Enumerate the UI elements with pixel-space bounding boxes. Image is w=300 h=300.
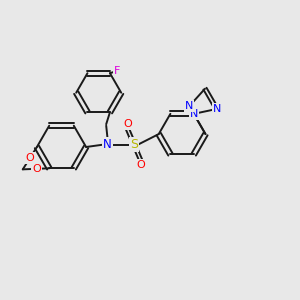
Text: O: O xyxy=(26,153,34,163)
Text: N: N xyxy=(212,104,221,114)
Text: O: O xyxy=(136,160,145,170)
Text: O: O xyxy=(32,164,41,174)
Text: N: N xyxy=(103,138,112,151)
Text: S: S xyxy=(130,138,138,151)
Text: O: O xyxy=(123,119,132,129)
Text: F: F xyxy=(114,66,121,76)
Text: N: N xyxy=(190,109,198,119)
Text: N: N xyxy=(185,101,194,111)
